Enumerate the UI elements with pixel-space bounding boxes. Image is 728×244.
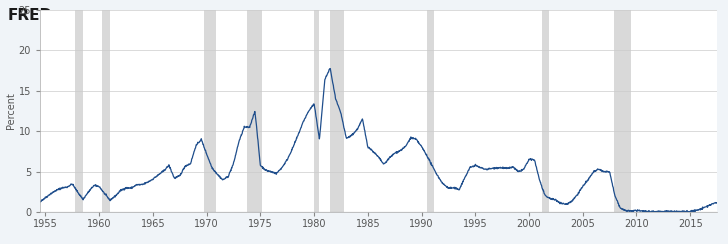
Bar xyxy=(204,10,215,212)
Bar xyxy=(427,10,434,212)
Bar xyxy=(75,10,83,212)
Text: ✦ — Effective Federal Funds Rate: ✦ — Effective Federal Funds Rate xyxy=(51,11,215,21)
Text: FRED: FRED xyxy=(7,8,52,23)
Bar xyxy=(102,10,110,212)
Bar xyxy=(614,10,631,212)
Bar xyxy=(314,10,320,212)
Bar xyxy=(542,10,549,212)
Bar xyxy=(247,10,262,212)
Y-axis label: Percent: Percent xyxy=(6,92,16,130)
Bar xyxy=(331,10,344,212)
